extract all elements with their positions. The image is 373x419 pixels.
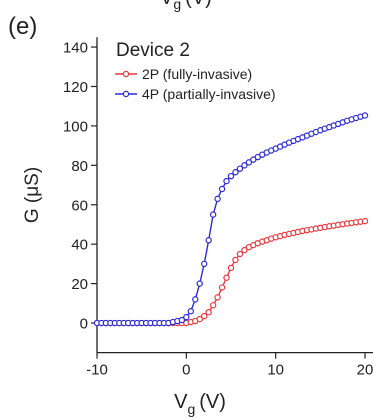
data-point — [218, 185, 226, 193]
x-tick-label: 10 — [267, 362, 284, 379]
y-tick-label: 100 — [63, 118, 88, 135]
data-point — [232, 256, 239, 264]
data-point — [192, 296, 199, 303]
data-point — [227, 172, 235, 180]
x-tick-label: -10 — [86, 362, 108, 379]
x-axis-label-sub: g — [187, 401, 195, 417]
data-point — [214, 195, 221, 203]
data-point — [223, 177, 230, 185]
data-point — [361, 217, 369, 225]
data-point — [205, 237, 212, 244]
data-point — [214, 294, 221, 301]
data-point — [245, 159, 253, 166]
data-point — [241, 246, 248, 254]
clipped-top-label-sub: g — [173, 0, 181, 12]
panel-label: (e) — [8, 13, 37, 40]
data-point — [241, 162, 248, 169]
series-line — [97, 220, 366, 324]
data-point — [178, 316, 186, 324]
data-point — [183, 313, 190, 321]
data-point — [196, 280, 203, 287]
x-axis-label-unit: (V) — [199, 391, 226, 413]
x-tick-label: 0 — [182, 362, 190, 379]
y-tick-label: 80 — [71, 158, 88, 175]
y-tick-label: 0 — [80, 316, 88, 333]
series-line — [97, 114, 366, 324]
data-point — [361, 112, 369, 119]
legend-label: 4P (partially-invasive) — [142, 86, 276, 102]
data-point — [200, 312, 208, 320]
clipped-top-label: Vg (V) — [160, 0, 212, 12]
data-point — [200, 260, 208, 268]
y-tick-label: 40 — [71, 237, 88, 254]
clipped-top-label-main: V — [160, 0, 174, 9]
clipped-top-label-unit: (V) — [185, 0, 212, 9]
x-tick-label: 20 — [357, 362, 373, 379]
y-tick-label: 140 — [63, 40, 88, 57]
data-point — [236, 250, 244, 258]
data-point — [227, 264, 235, 272]
y-axis-label: G (μS) — [22, 167, 43, 223]
x-axis-label: Vg (V) — [174, 391, 226, 417]
data-point — [232, 169, 239, 176]
data-point — [205, 308, 212, 316]
data-point — [209, 302, 217, 309]
legend-marker — [122, 90, 130, 98]
y-tick-label: 120 — [63, 79, 88, 96]
y-tick-label: 20 — [71, 276, 88, 293]
data-point — [223, 274, 230, 281]
data-point — [236, 165, 244, 172]
legend-title: Device 2 — [116, 40, 190, 61]
data-point — [196, 315, 203, 323]
legend-label: 2P (fully-invasive) — [142, 66, 252, 82]
legend-marker — [122, 70, 130, 78]
data-point — [187, 308, 194, 315]
data-point — [209, 211, 217, 218]
data-point — [218, 284, 226, 291]
y-tick-label: 60 — [71, 197, 88, 214]
x-axis-label-main: V — [174, 391, 188, 413]
